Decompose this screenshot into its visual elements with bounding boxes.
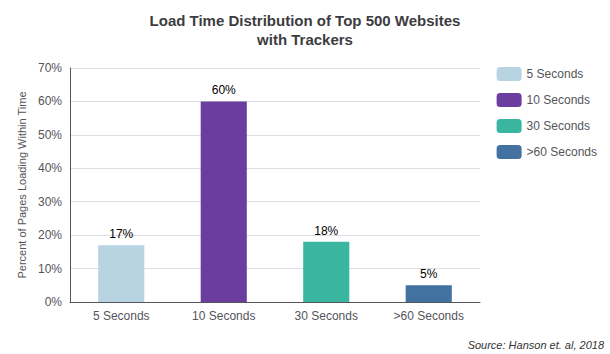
svg-text:>60 Seconds: >60 Seconds bbox=[394, 309, 464, 323]
svg-text:30 Seconds: 30 Seconds bbox=[527, 119, 590, 133]
svg-text:30 Seconds: 30 Seconds bbox=[295, 309, 358, 323]
svg-text:70%: 70% bbox=[38, 61, 62, 75]
svg-text:60%: 60% bbox=[38, 94, 62, 108]
svg-text:18%: 18% bbox=[314, 224, 338, 238]
svg-text:17%: 17% bbox=[109, 227, 133, 241]
svg-text:with Trackers: with Trackers bbox=[256, 31, 353, 48]
svg-text:10%: 10% bbox=[38, 262, 62, 276]
svg-text:10 Seconds: 10 Seconds bbox=[527, 93, 590, 107]
svg-text:20%: 20% bbox=[38, 228, 62, 242]
svg-text:60%: 60% bbox=[212, 83, 236, 97]
svg-text:5%: 5% bbox=[420, 267, 438, 281]
svg-text:5 Seconds: 5 Seconds bbox=[93, 309, 150, 323]
svg-text:0%: 0% bbox=[45, 295, 63, 309]
svg-text:10 Seconds: 10 Seconds bbox=[192, 309, 255, 323]
svg-text:30%: 30% bbox=[38, 195, 62, 209]
svg-text:5 Seconds: 5 Seconds bbox=[527, 67, 584, 81]
svg-text:50%: 50% bbox=[38, 128, 62, 142]
svg-text:Load Time Distribution of Top: Load Time Distribution of Top 500 Websit… bbox=[150, 12, 461, 29]
svg-text:40%: 40% bbox=[38, 161, 62, 175]
svg-text:Percent of Pages Loading Withi: Percent of Pages Loading Within Time bbox=[16, 91, 28, 278]
svg-text:>60 Seconds: >60 Seconds bbox=[527, 145, 597, 159]
svg-text:Source: Hanson et. al, 2018: Source: Hanson et. al, 2018 bbox=[468, 339, 605, 351]
